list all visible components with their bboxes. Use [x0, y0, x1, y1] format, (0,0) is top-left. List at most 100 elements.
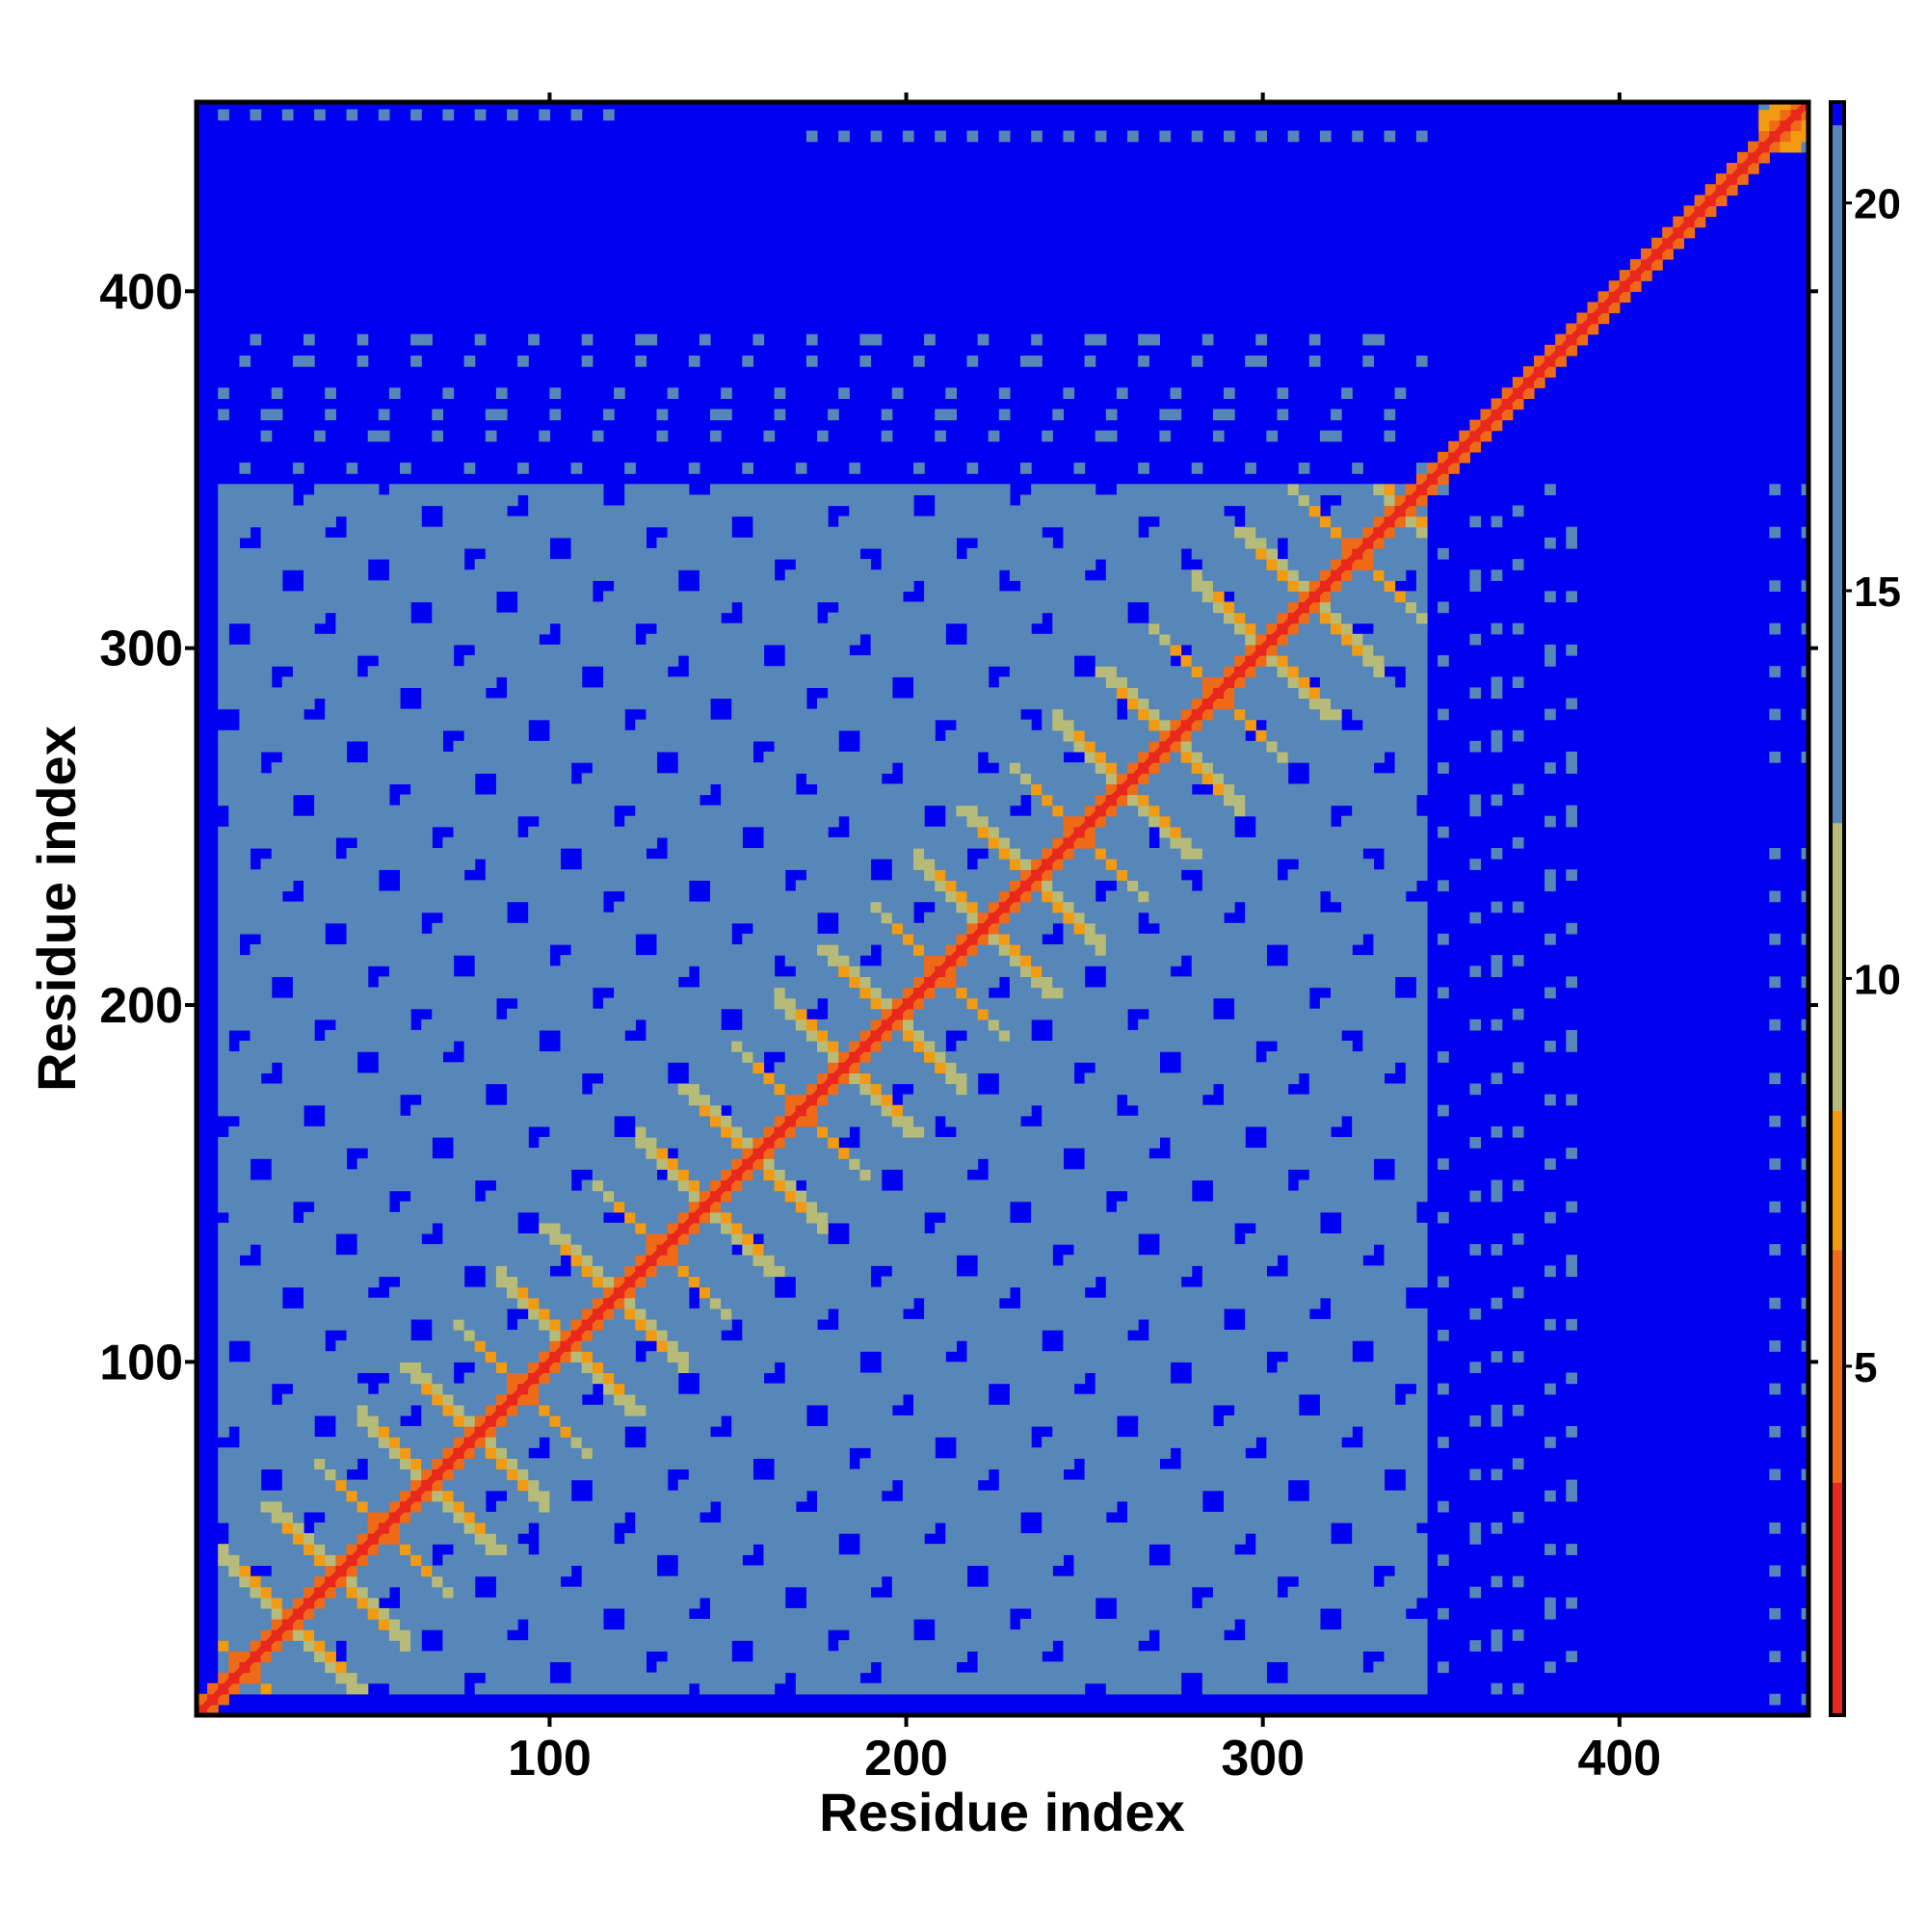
heatmap-cell	[239, 1211, 251, 1224]
heatmap-cell	[228, 1661, 240, 1674]
heatmap-cell	[292, 1148, 304, 1159]
heatmap-cell	[346, 1169, 358, 1181]
heatmap-cell	[549, 1330, 562, 1341]
heatmap-cell	[603, 783, 615, 796]
heatmap-cell	[346, 1490, 358, 1502]
heatmap-cell	[646, 687, 658, 700]
heatmap-cell	[304, 912, 315, 924]
heatmap-cell	[271, 1297, 283, 1310]
heatmap-cell	[314, 1682, 326, 1695]
heatmap-cell	[346, 666, 358, 677]
heatmap-cell	[453, 1008, 465, 1020]
heatmap-cell	[239, 762, 251, 774]
heatmap-cell	[356, 612, 369, 624]
heatmap-cell	[570, 1437, 583, 1448]
heatmap-cell	[314, 880, 326, 892]
heatmap-cell	[710, 922, 722, 935]
heatmap-cell	[646, 1062, 658, 1074]
heatmap-cell	[442, 1233, 455, 1245]
heatmap-cell	[592, 708, 604, 721]
heatmap-cell	[228, 1072, 240, 1085]
heatmap-cell	[218, 826, 229, 838]
heatmap-cell	[218, 976, 229, 989]
heatmap-cell	[699, 1404, 711, 1416]
heatmap-cell	[485, 1393, 497, 1406]
heatmap-cell	[304, 1148, 315, 1159]
heatmap-cell	[592, 633, 604, 646]
heatmap-cell	[325, 676, 336, 689]
heatmap-cell	[378, 1137, 390, 1149]
heatmap-cell	[474, 1137, 487, 1149]
heatmap-cell	[677, 698, 690, 710]
heatmap-cell	[367, 1276, 380, 1288]
heatmap-cell	[335, 1148, 348, 1159]
heatmap-cell	[485, 848, 497, 860]
heatmap-cell	[314, 901, 326, 913]
heatmap-cell	[304, 976, 315, 989]
heatmap-cell	[314, 1072, 326, 1085]
heatmap-cell	[624, 1500, 636, 1513]
heatmap-cell	[367, 1008, 380, 1020]
heatmap-cell	[624, 687, 636, 700]
heatmap-cell	[603, 1104, 615, 1117]
heatmap-cell	[367, 547, 380, 560]
heatmap-cell	[539, 1415, 550, 1427]
heatmap-cell	[356, 1029, 369, 1042]
heatmap-cell	[281, 1062, 294, 1074]
heatmap-cell	[281, 1094, 294, 1106]
heatmap-cell	[667, 591, 679, 603]
heatmap-cell	[432, 1372, 443, 1385]
heatmap-cell	[614, 666, 625, 677]
heatmap-cell	[517, 633, 529, 646]
heatmap-cell	[325, 1479, 336, 1492]
heatmap-cell	[304, 987, 315, 999]
heatmap-cell	[517, 559, 529, 570]
heatmap-cell	[228, 955, 240, 966]
heatmap-cell	[635, 987, 647, 999]
heatmap-cell	[292, 1469, 304, 1481]
heatmap-cell	[378, 601, 390, 614]
heatmap-cell	[614, 1393, 625, 1406]
heatmap-cell	[560, 976, 572, 989]
heatmap-cell	[388, 1393, 401, 1406]
heatmap-cell	[228, 1607, 240, 1620]
heatmap-cell	[570, 687, 583, 700]
heatmap-cell	[603, 1479, 615, 1492]
heatmap-cell	[539, 836, 550, 849]
heatmap-cell	[304, 719, 315, 731]
heatmap-cell	[400, 944, 411, 956]
heatmap-cell	[314, 1340, 326, 1352]
heatmap-cell	[581, 1062, 594, 1074]
heatmap-cell	[463, 1211, 476, 1224]
heatmap-cell	[239, 1233, 251, 1245]
heatmap-cell	[335, 547, 348, 560]
heatmap-cell	[624, 729, 636, 742]
heatmap-cell	[314, 1276, 326, 1288]
heatmap-cell	[442, 1340, 455, 1352]
heatmap-cell	[517, 1051, 529, 1063]
heatmap-cell	[474, 1244, 487, 1256]
heatmap-cell	[485, 1554, 497, 1567]
heatmap-cell	[528, 516, 540, 528]
heatmap-cell	[421, 1597, 433, 1609]
heatmap-cell	[218, 494, 229, 507]
heatmap-cell	[635, 1640, 647, 1652]
heatmap-cell	[699, 901, 711, 913]
heatmap-cell	[292, 1255, 304, 1266]
heatmap-cell	[453, 997, 465, 1010]
heatmap-cell	[250, 591, 262, 603]
heatmap-cell	[710, 1008, 722, 1020]
heatmap-cell	[581, 1029, 594, 1042]
heatmap-cell	[677, 1565, 690, 1577]
heatmap-cell	[453, 1383, 465, 1395]
heatmap-cell	[528, 1029, 540, 1042]
heatmap-cell	[388, 762, 401, 774]
heatmap-cell	[549, 1500, 562, 1513]
heatmap-cell	[260, 890, 273, 903]
heatmap-cell	[378, 1575, 390, 1588]
heatmap-cell	[677, 1318, 690, 1331]
heatmap-cell	[388, 1362, 401, 1374]
heatmap-cell	[667, 1661, 679, 1674]
heatmap-cell	[539, 805, 550, 817]
heatmap-cell	[378, 794, 390, 807]
